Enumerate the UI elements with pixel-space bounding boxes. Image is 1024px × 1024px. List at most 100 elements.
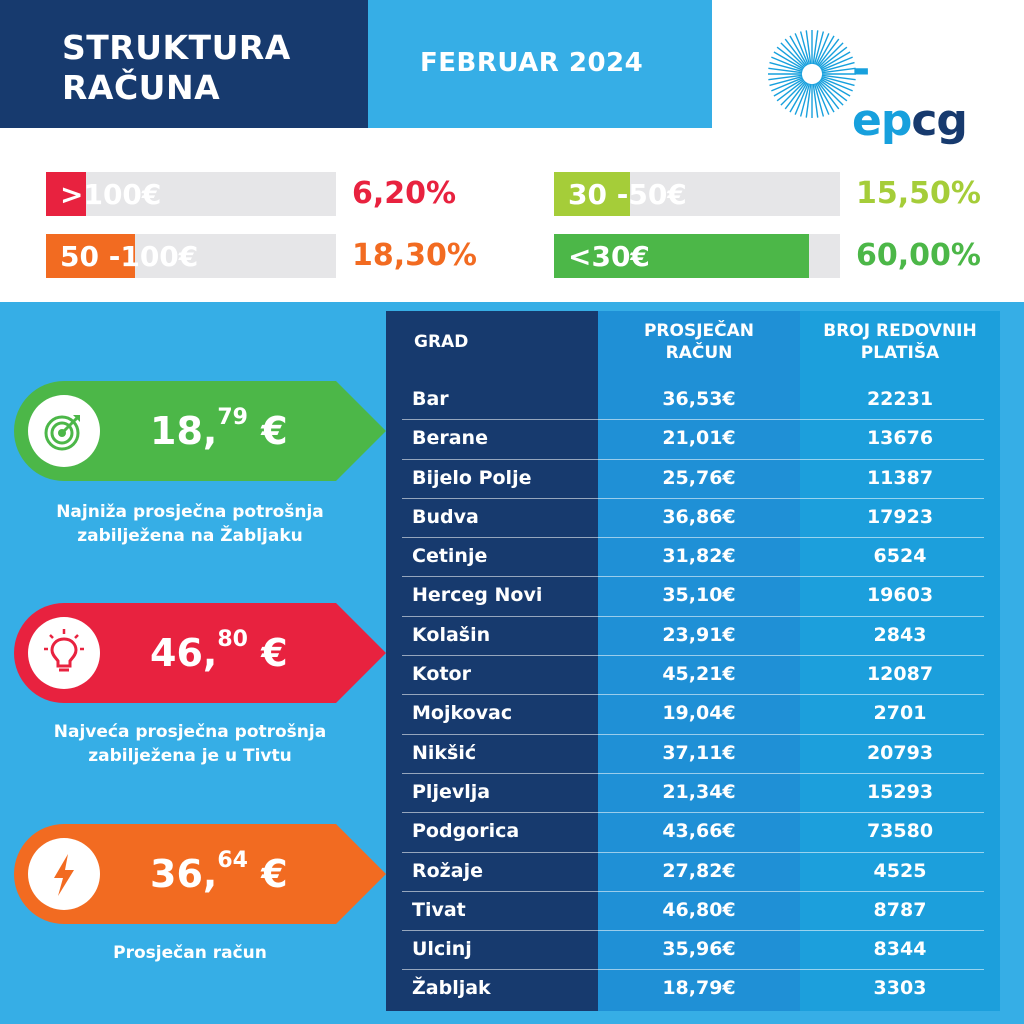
table-cell-city: Budva [412,505,479,528]
table-row: Berane 21,01€ 13676 [386,420,1000,460]
legend-percent: 60,00% [856,238,981,273]
table-row: Mojkovac 19,04€ 2701 [386,695,1000,735]
row-divider [402,890,984,892]
table-row: Kolašin 23,91€ 2843 [386,617,1000,657]
target-icon [44,415,80,451]
table-cell-count: 4525 [873,859,927,882]
row-divider [402,772,984,774]
row-divider [402,419,984,421]
stat-icon-circle [28,617,100,689]
table-cell-avg: 18,79€ [662,977,736,1000]
table-cell-city: Mojkovac [412,702,513,725]
logo-text-cg: cg [911,95,968,146]
table-cell-city: Bijelo Polje [412,466,532,489]
table-cell-avg: 35,10€ [662,584,736,607]
table-cell-city: Nikšić [412,741,477,764]
stat-value-whole: 18, [150,409,218,453]
stat-value-decimal: 64 [217,848,248,873]
stat-arrow-shape [14,824,386,924]
table-cell-count: 22231 [866,388,934,410]
header-title-banner [0,0,368,128]
legend-percent: 6,20% [352,176,457,211]
table-cell-count: 2843 [873,623,927,646]
table-row: Ulcinj 35,96€ 8344 [386,931,1000,971]
stat-highest: 46,80 € [14,603,386,703]
caption-line: Najveća prosječna potrošnja [53,722,327,742]
table-header-avg-line2: RAČUN [665,343,733,363]
table-cell-avg: 46,80€ [662,898,736,921]
table-header-city: GRAD [414,332,469,352]
legend-bar-30-50: 30 -50€ [554,172,840,216]
table-body: Bar 36,53€ 22231 Berane 21,01€ 13676 Bijelo Po… [386,381,1000,1010]
table-row: Budva 36,86€ 17923 [386,499,1000,539]
table-row: Žabljak 18,79€ 3303 [386,970,1000,1009]
stat-arrow-shape [14,381,386,481]
table-cell-count: 11387 [866,466,934,489]
row-divider [402,615,984,617]
table-cell-count: 15293 [866,780,934,803]
table-cell-avg: 27,82€ [662,859,736,882]
table-cell-avg: 21,01€ [662,427,736,450]
caption-line: zabilježena na Žabljaku [77,526,303,546]
table-row: Bijelo Polje 25,76€ 11387 [386,460,1000,499]
table-cell-avg: 25,76€ [662,466,736,489]
table-cell-avg: 35,96€ [662,938,736,961]
table-row: Pljevlja 21,34€ 15293 [386,774,1000,814]
row-divider [402,694,984,696]
stat-lowest: 18,79 € [14,381,386,481]
table-cell-city: Rožaje [412,859,483,882]
row-divider [402,969,984,971]
table-row: Herceg Novi 35,10€ 19603 [386,577,1000,617]
table-cell-count: 12087 [866,663,934,686]
page-title-line1: STRUKTURA [62,28,291,67]
table-row: Bar 36,53€ 22231 [386,381,1000,421]
table-cell-count: 3303 [873,977,927,1000]
row-divider [402,655,984,657]
table-header-avg-line1: PROSJEČAN [643,321,755,341]
table-cell-count: 8344 [873,938,927,961]
sunburst-icon [768,30,856,118]
legend-bar-50-100: 50 -100€ [46,234,336,278]
stat-value-decimal: 79 [217,405,248,430]
table-cell-avg: 31,82€ [662,545,736,568]
stat-value-currency: € [261,852,288,896]
caption-line: zabilježena je u Tivtu [88,746,292,766]
legend-fill [554,234,809,278]
table-row: Kotor 45,21€ 12087 [386,656,1000,696]
table-header-count-line1: BROJ REDOVNIH [823,321,977,341]
legend-percent: 18,30% [352,238,477,273]
logo-text-ep: -ep [852,44,912,146]
row-divider [402,812,984,814]
legend-label: >100€ [60,178,162,211]
legend-label: 30 -50€ [568,178,687,211]
table-header-count: BROJ REDOVNIH PLATIŠA [800,311,1000,373]
table-cell-city: Pljevlja [412,780,491,803]
table-cell-count: 19603 [866,584,934,607]
page-title-line2: RAČUNA [62,68,221,107]
table-cell-city: Berane [412,427,488,450]
table-cell-avg: 21,34€ [662,780,736,803]
table-header-count-line2: PLATIŠA [860,343,940,363]
table-cell-city: Žabljak [412,977,491,1000]
lightning-icon [54,854,74,896]
table-cell-avg: 19,04€ [662,702,736,725]
table-cell-count: 2701 [873,702,927,725]
stat-value: 46,80 € [150,627,288,675]
lightbulb-icon [44,629,84,672]
table-cell-avg: 23,91€ [662,623,736,646]
page-title: STRUKTURA RAČUNA [62,28,291,108]
stat-value-whole: 46, [150,631,218,675]
table-cell-city: Tivat [412,898,466,921]
stat-highest-caption: Najveća prosječna potrošnja zabilježena … [10,720,370,768]
legend-percent: 15,50% [856,176,981,211]
row-divider [402,576,984,578]
row-divider [402,930,984,932]
table-cell-count: 6524 [873,545,927,568]
period-label: FEBRUAR 2024 [420,48,644,78]
stat-value-decimal: 80 [217,627,248,652]
stat-icon-circle [28,395,100,467]
table-cell-count: 73580 [866,820,934,843]
table-cell-city: Ulcinj [412,938,472,961]
legend-label: <30€ [568,240,650,273]
stat-value-whole: 36, [150,852,218,896]
